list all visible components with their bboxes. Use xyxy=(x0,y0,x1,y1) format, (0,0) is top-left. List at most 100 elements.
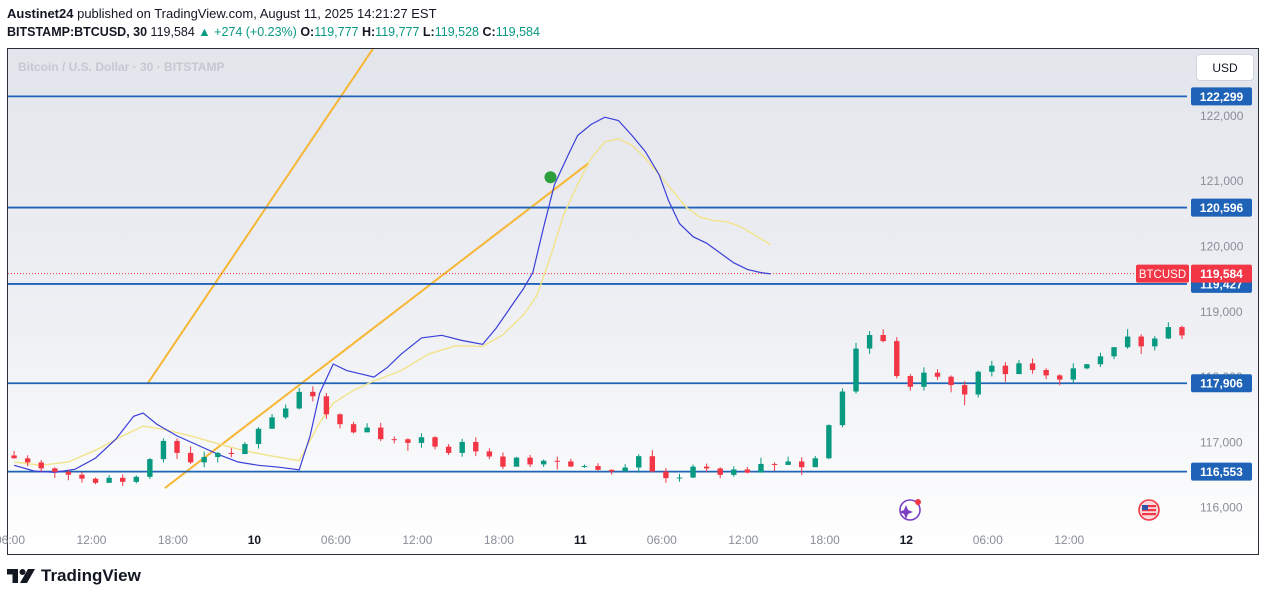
x-tick-label: 11 xyxy=(574,533,587,547)
x-tick-label: 18:00 xyxy=(810,533,840,547)
candle xyxy=(663,467,669,483)
candle xyxy=(147,458,153,479)
channel-line-1 xyxy=(146,49,375,385)
open-label: O: xyxy=(300,25,315,39)
x-tick-label: 06:00 xyxy=(0,533,25,547)
candle xyxy=(242,442,248,455)
chart-area[interactable]: Bitcoin / U.S. Dollar · 30 · BITSTAMP US… xyxy=(7,48,1259,555)
candle-body xyxy=(65,471,72,475)
candle xyxy=(1193,318,1198,336)
candle-body xyxy=(1138,336,1144,347)
candle-body xyxy=(568,461,574,467)
candle xyxy=(201,451,207,468)
candle-body xyxy=(310,391,316,397)
candle-body xyxy=(608,469,615,472)
last-price: 119,584 xyxy=(150,25,195,39)
candle xyxy=(11,450,17,459)
chart-watermark: Bitcoin / U.S. Dollar · 30 · BITSTAMP xyxy=(18,60,225,74)
candle-body xyxy=(1152,338,1158,347)
candle-body xyxy=(866,334,873,349)
candle-body xyxy=(581,466,588,468)
candle-body xyxy=(1084,364,1090,369)
candle-body xyxy=(147,459,153,477)
candle xyxy=(866,331,873,354)
candle-body xyxy=(432,437,438,447)
y-tick-label: 121,000 xyxy=(1200,174,1244,188)
candle xyxy=(690,464,696,479)
candle-body xyxy=(323,396,330,415)
sparkle-event-badge xyxy=(915,499,921,505)
sparkle-event-icon[interactable] xyxy=(899,499,921,521)
author-name[interactable]: Austinet24 xyxy=(7,6,74,21)
ma-fast-line xyxy=(13,116,771,474)
level-price-tag xyxy=(1191,198,1252,217)
candle-body xyxy=(758,463,764,473)
x-tick-label: 12 xyxy=(900,533,914,547)
candle xyxy=(1057,374,1063,386)
candle xyxy=(473,437,479,457)
symbol-name: BITSTAMP:BTCUSD, 30 xyxy=(7,25,148,39)
candle-body xyxy=(771,463,778,465)
candle-body xyxy=(595,466,601,470)
candle-body xyxy=(527,457,533,465)
candle xyxy=(405,438,411,451)
candle xyxy=(65,469,72,481)
candle xyxy=(731,466,737,477)
level-price-tag xyxy=(1191,87,1252,106)
candle xyxy=(1029,358,1036,374)
candle xyxy=(771,462,778,471)
candle xyxy=(38,459,44,472)
candle-body xyxy=(676,477,683,479)
x-tick-label: 18:00 xyxy=(158,533,188,547)
candle xyxy=(1152,336,1158,351)
candle xyxy=(1016,359,1022,375)
candle xyxy=(649,450,656,473)
candle-body xyxy=(1070,368,1077,380)
candle-body xyxy=(1043,369,1049,376)
publish-text: published on TradingView.com, August 11,… xyxy=(77,6,437,21)
candle-body xyxy=(364,427,370,433)
candle-body xyxy=(1002,365,1009,375)
candle xyxy=(255,427,262,449)
tradingview-logo[interactable]: TradingView xyxy=(7,566,141,586)
x-tick-label: 12:00 xyxy=(402,533,432,547)
candle-body xyxy=(269,417,275,429)
candle-body xyxy=(1193,325,1198,336)
candle-body xyxy=(486,451,493,457)
publish-info: Austinet24 published on TradingView.com,… xyxy=(7,6,437,21)
x-tick-label: 06:00 xyxy=(973,533,1003,547)
candle xyxy=(554,456,560,470)
candle xyxy=(513,456,520,467)
candle-body xyxy=(459,441,465,453)
candle-body xyxy=(378,427,384,440)
candle-body xyxy=(934,372,941,377)
candle-body xyxy=(255,428,262,445)
level-price-tag xyxy=(1191,374,1252,393)
candle-body xyxy=(622,467,628,472)
candle-body xyxy=(690,466,696,478)
candle xyxy=(581,464,588,468)
candle xyxy=(785,456,791,465)
candle xyxy=(24,455,31,467)
candle xyxy=(500,452,506,470)
candle-body xyxy=(839,391,846,426)
candle xyxy=(1070,363,1077,384)
candle xyxy=(961,381,968,406)
marker-dot xyxy=(544,171,557,184)
candle-body xyxy=(907,376,914,387)
candle-body xyxy=(1097,356,1104,365)
candle-body xyxy=(1179,327,1185,336)
candle xyxy=(989,360,995,377)
level-price-label: 122,299 xyxy=(1200,90,1244,104)
candle-body xyxy=(473,441,479,452)
currency-button[interactable]: USD xyxy=(1196,54,1254,81)
x-tick-label: 10 xyxy=(248,533,262,547)
candle xyxy=(228,448,235,458)
candle xyxy=(1097,352,1104,367)
us-flag-event-icon[interactable] xyxy=(1138,499,1160,521)
high-value: 119,777 xyxy=(375,25,420,39)
candle-body xyxy=(554,460,560,462)
candle-body xyxy=(649,456,656,472)
candle-body xyxy=(228,452,235,455)
